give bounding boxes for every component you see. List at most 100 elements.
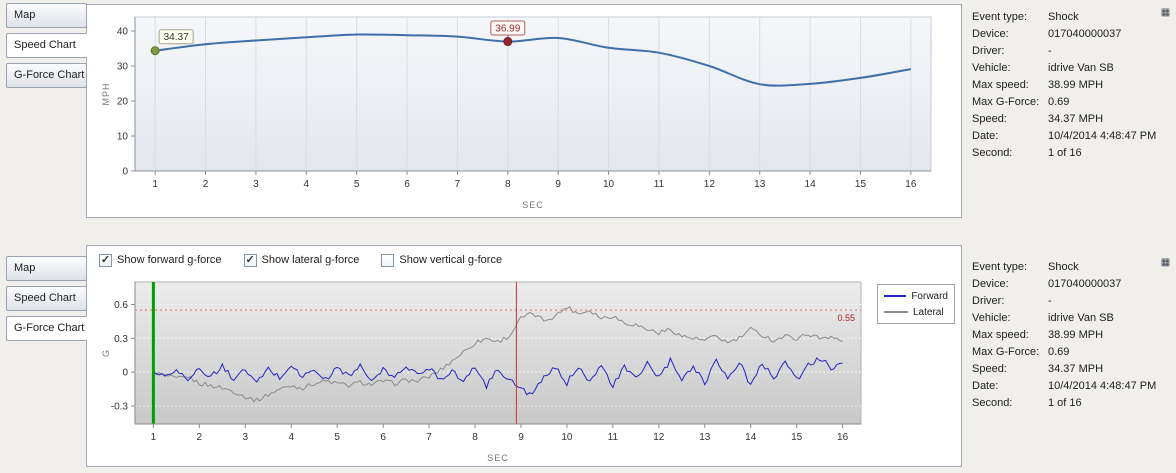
speed-chart-container: 0 10 20 30 40 1 2 3 4 5 6 7 8 9 10 11 12 13 14 15 16 SEC MPH 34… xyxy=(86,4,962,218)
detail-label: Date: xyxy=(972,380,999,392)
detail-label: Speed: xyxy=(972,363,1007,375)
svg-text:MPH: MPH xyxy=(101,83,111,106)
event-details-panel: ▦ Event type: Shock Device: 017040000037 D… xyxy=(962,244,1176,412)
svg-text:0: 0 xyxy=(122,368,128,379)
detail-row-second: Second: 1 of 16 xyxy=(972,395,1172,412)
svg-text:4: 4 xyxy=(304,179,310,190)
tab-speed-chart[interactable]: Speed Chart xyxy=(6,286,87,311)
tab-gforce-chart[interactable]: G-Force Chart xyxy=(6,316,87,341)
detail-value: 38.99 MPH xyxy=(1048,79,1104,91)
checkbox-lateral-label: Show lateral g-force xyxy=(261,254,360,266)
svg-text:12: 12 xyxy=(704,179,716,190)
svg-text:20: 20 xyxy=(117,97,129,108)
checkbox-lateral-gforce[interactable]: ✓ Show lateral g-force xyxy=(243,253,360,267)
detail-label: Max G-Force: xyxy=(972,96,1040,108)
detail-value: 34.37 MPH xyxy=(1048,113,1104,125)
svg-text:34.37: 34.37 xyxy=(164,32,189,43)
svg-text:7: 7 xyxy=(426,432,432,443)
detail-row-speed: Speed: 34.37 MPH xyxy=(972,111,1172,128)
svg-text:8: 8 xyxy=(472,432,478,443)
svg-text:SEC: SEC xyxy=(522,200,544,210)
svg-text:14: 14 xyxy=(745,432,757,443)
detail-row-event-type: Event type: Shock xyxy=(972,259,1172,276)
svg-text:4: 4 xyxy=(288,432,294,443)
tab-speed-chart[interactable]: Speed Chart xyxy=(6,33,87,58)
detail-label: Device: xyxy=(972,28,1009,40)
detail-label: Vehicle: xyxy=(972,312,1011,324)
svg-text:2: 2 xyxy=(203,179,209,190)
checkbox-vertical-box[interactable] xyxy=(381,253,395,267)
tab-map[interactable]: Map xyxy=(6,256,87,281)
legend-forward-label: Forward xyxy=(911,290,948,302)
svg-text:9: 9 xyxy=(518,432,524,443)
gforce-legend: Forward Lateral xyxy=(877,284,955,324)
detail-label: Driver: xyxy=(972,295,1005,307)
tab-gforce-chart[interactable]: G-Force Chart xyxy=(6,63,87,88)
svg-text:0: 0 xyxy=(122,167,128,178)
svg-text:11: 11 xyxy=(608,432,619,443)
svg-text:6: 6 xyxy=(380,432,386,443)
detail-value: - xyxy=(1048,295,1052,307)
detail-row-max-gforce: Max G-Force: 0.69 xyxy=(972,94,1172,111)
checkbox-lateral-box[interactable]: ✓ xyxy=(243,253,257,267)
svg-text:13: 13 xyxy=(754,179,766,190)
svg-text:10: 10 xyxy=(561,432,573,443)
detail-label: Speed: xyxy=(972,113,1007,125)
detail-label: Vehicle: xyxy=(972,62,1011,74)
gforce-panel-tab-strip: Map Speed Chart G-Force Chart xyxy=(0,244,87,341)
legend-item-lateral: Lateral xyxy=(884,304,948,320)
checkbox-forward-box[interactable]: ✓ xyxy=(99,253,112,267)
detail-row-device: Device: 017040000037 xyxy=(972,26,1172,43)
detail-row-second: Second: 1 of 16 xyxy=(972,145,1172,162)
detail-row-speed: Speed: 34.37 MPH xyxy=(972,361,1172,378)
detail-label: Max G-Force: xyxy=(972,346,1040,358)
checkbox-vertical-label: Show vertical g-force xyxy=(399,254,503,266)
svg-text:11: 11 xyxy=(654,179,665,190)
panel-options-icon[interactable]: ▦ xyxy=(1160,7,1171,18)
svg-text:16: 16 xyxy=(905,179,917,190)
detail-label: Event type: xyxy=(972,261,1028,273)
detail-value: 017040000037 xyxy=(1048,278,1122,290)
legend-lateral-label: Lateral xyxy=(913,306,944,318)
detail-row-date: Date: 10/4/2014 4:48:47 PM xyxy=(972,378,1172,395)
detail-row-device: Device: 017040000037 xyxy=(972,276,1172,293)
svg-text:5: 5 xyxy=(334,432,340,443)
svg-text:G: G xyxy=(101,349,111,357)
detail-value: 38.99 MPH xyxy=(1048,329,1104,341)
detail-row-max-gforce: Max G-Force: 0.69 xyxy=(972,344,1172,361)
detail-label: Second: xyxy=(972,147,1013,159)
svg-text:SEC: SEC xyxy=(487,453,509,463)
detail-label: Max speed: xyxy=(972,329,1029,341)
gforce-chart[interactable]: -0.300.30.60.551 2 3 4 5 6 7 8 9 10 11 12 13 14 15 16SE… xyxy=(89,272,871,468)
gforce-options-row: ✓ Show forward g-force ✓ Show lateral g-… xyxy=(89,248,959,272)
svg-text:3: 3 xyxy=(253,179,259,190)
detail-value: 34.37 MPH xyxy=(1048,363,1104,375)
svg-text:40: 40 xyxy=(117,27,129,38)
detail-row-vehicle: Vehicle: idrive Van SB xyxy=(972,310,1172,327)
detail-row-date: Date: 10/4/2014 4:48:47 PM xyxy=(972,128,1172,145)
svg-text:10: 10 xyxy=(603,179,615,190)
tab-map[interactable]: Map xyxy=(6,3,87,28)
svg-text:15: 15 xyxy=(791,432,803,443)
svg-text:1: 1 xyxy=(151,432,157,443)
detail-value: 017040000037 xyxy=(1048,28,1122,40)
checkbox-vertical-gforce[interactable]: Show vertical g-force xyxy=(381,253,503,267)
detail-value: 1 of 16 xyxy=(1048,147,1082,159)
svg-text:0.6: 0.6 xyxy=(114,300,128,311)
detail-label: Driver: xyxy=(972,45,1005,57)
svg-text:5: 5 xyxy=(354,179,360,190)
checkbox-forward-label: Show forward g-force xyxy=(117,254,222,266)
gforce-panel: Map Speed Chart G-Force Chart ✓ Show for… xyxy=(0,244,1176,467)
speed-panel: Map Speed Chart G-Force Chart 0 10 20 30 40 1… xyxy=(0,0,1176,218)
event-details-panel: ▦ Event type: Shock Device: 017040000037 D… xyxy=(962,3,1176,162)
detail-label: Max speed: xyxy=(972,79,1029,91)
svg-text:7: 7 xyxy=(455,179,461,190)
svg-text:2: 2 xyxy=(197,432,203,443)
detail-row-event-type: Event type: Shock xyxy=(972,9,1172,26)
svg-text:15: 15 xyxy=(855,179,867,190)
detail-value: 10/4/2014 4:48:47 PM xyxy=(1048,130,1157,142)
panel-options-icon[interactable]: ▦ xyxy=(1160,257,1171,268)
checkbox-forward-gforce[interactable]: ✓ Show forward g-force xyxy=(99,253,222,267)
detail-value: 0.69 xyxy=(1048,96,1070,108)
